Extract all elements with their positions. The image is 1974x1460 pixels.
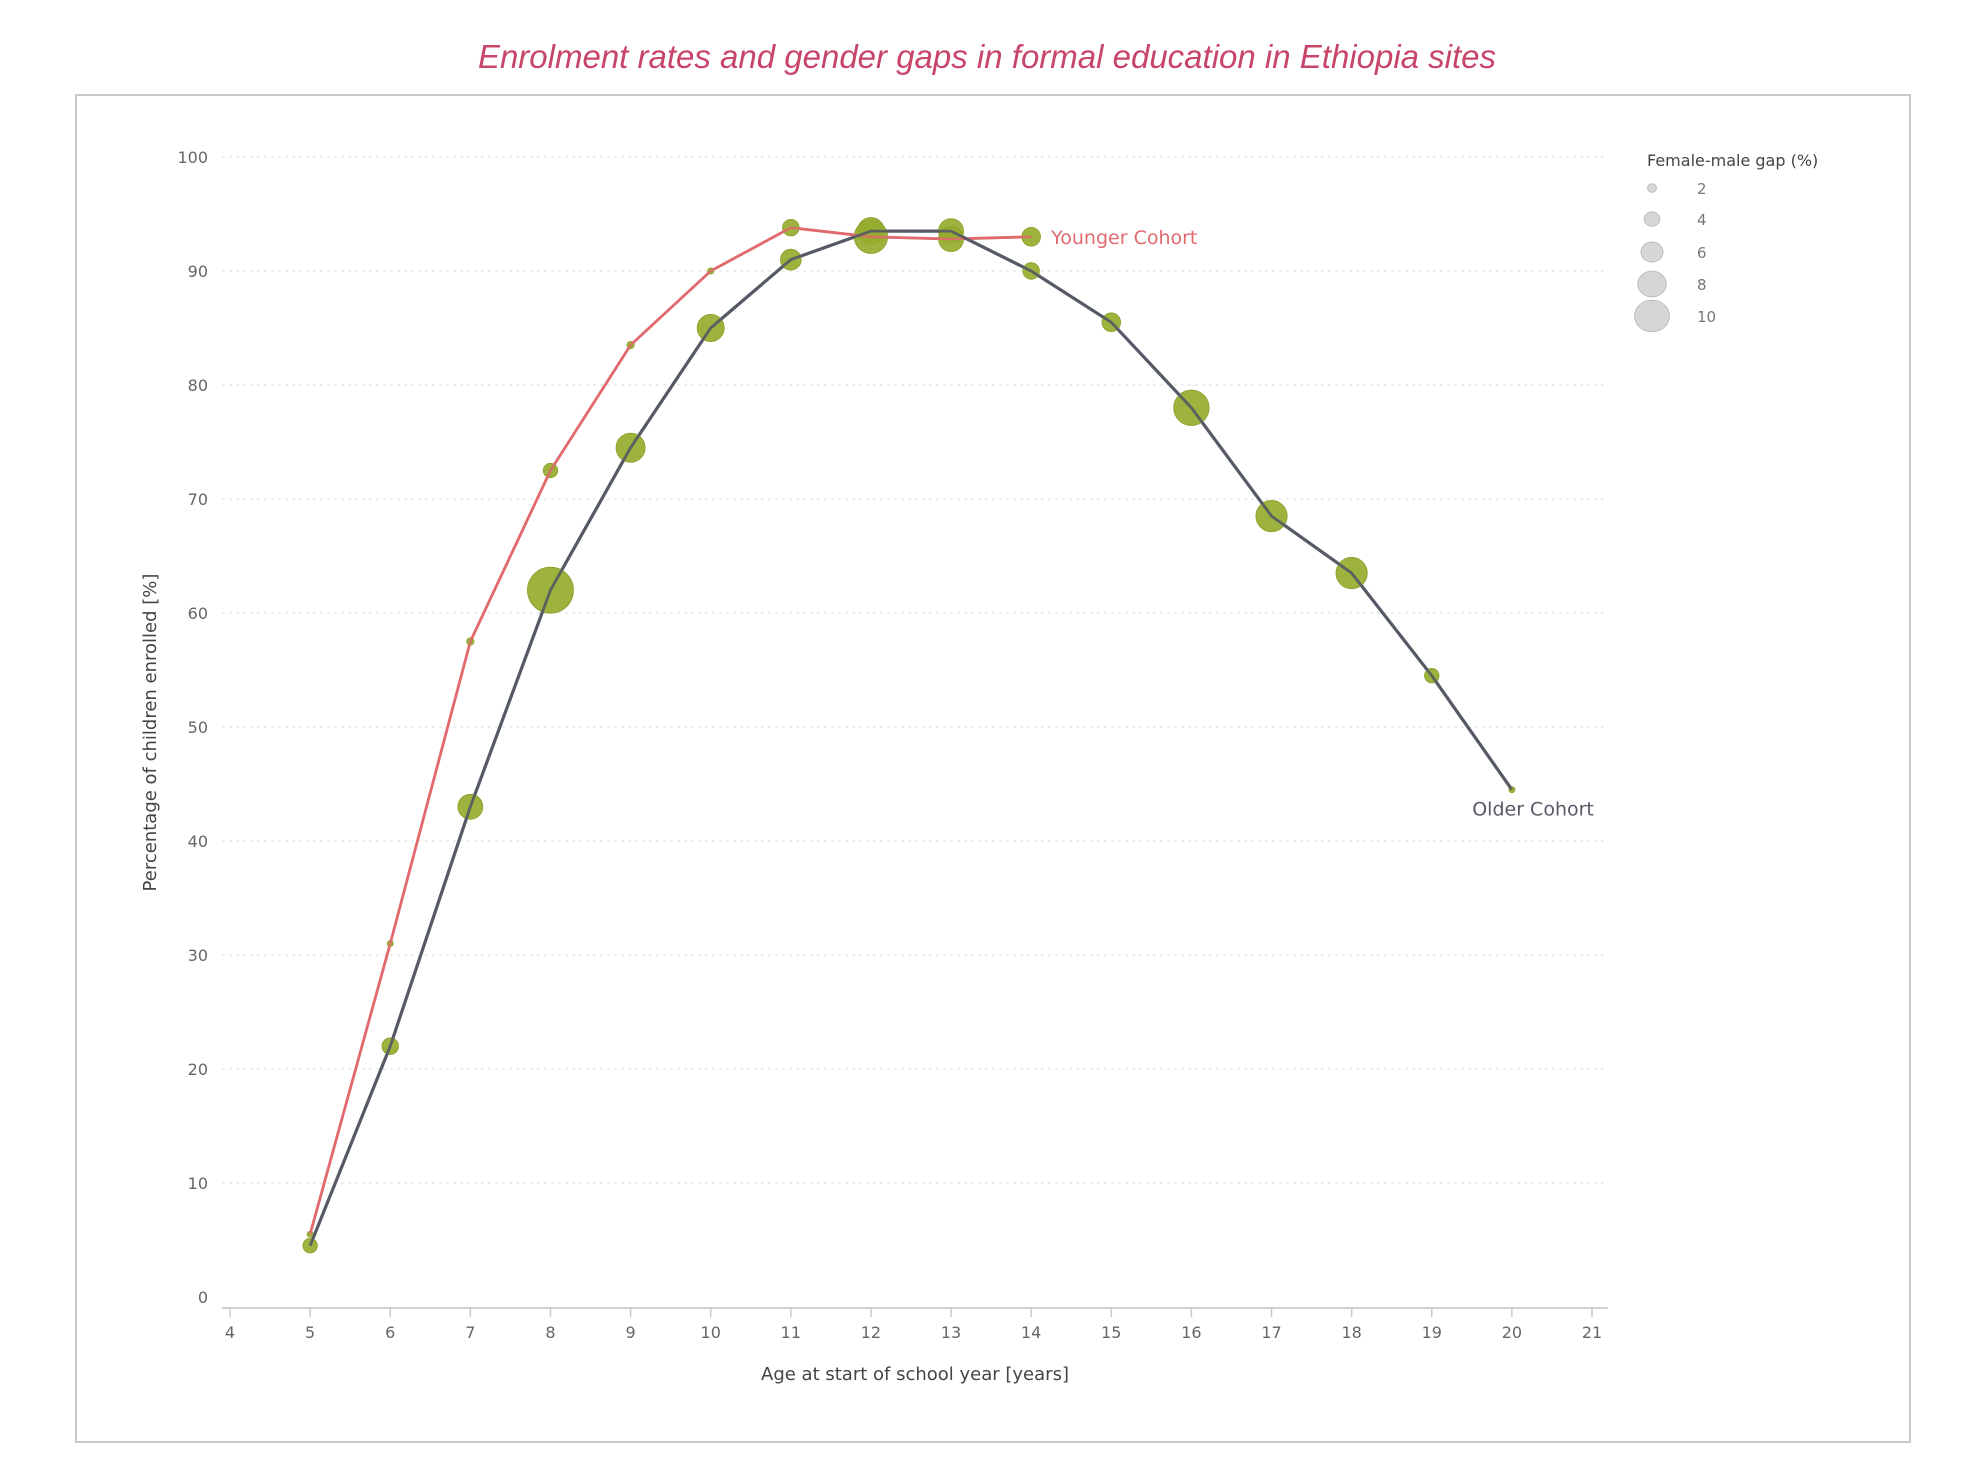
- legend-size-2: 2: [1697, 180, 1707, 198]
- tick-labels: 0 10 20 30 40 50 60 70 80 90 100 4 5 6 7 8 9 10 11 12 13 14 15…: [177, 148, 1602, 1342]
- y-tick-20: 20: [188, 1060, 208, 1079]
- grid-lines: [222, 156, 1608, 1184]
- series-line-younger: [308, 226, 1032, 1235]
- axes: [222, 1307, 1608, 1317]
- legend-bubble-2: [1647, 183, 1657, 193]
- legend-bubble-6: [1640, 241, 1664, 263]
- x-tick-6: 6: [385, 1323, 395, 1342]
- x-tick-19: 19: [1422, 1323, 1442, 1342]
- legend-size-10: 10: [1697, 308, 1716, 326]
- x-tick-11: 11: [781, 1323, 801, 1342]
- series-label-younger: Younger Cohort: [1050, 227, 1197, 249]
- x-tick-8: 8: [545, 1323, 555, 1342]
- series-line-overlay-older: [308, 229, 1514, 1247]
- chart-frame: [75, 94, 1911, 1443]
- chart-title: Enrolment rates and gender gaps in forma…: [477, 38, 1497, 75]
- x-tick-18: 18: [1341, 1323, 1361, 1342]
- legend-size-6: 6: [1697, 244, 1707, 262]
- y-tick-10: 10: [188, 1174, 208, 1193]
- y-tick-90: 90: [188, 262, 208, 281]
- x-tick-12: 12: [861, 1323, 881, 1342]
- y-tick-30: 30: [188, 946, 208, 965]
- legend-size-8: 8: [1697, 276, 1707, 294]
- legend-bubble-8: [1637, 270, 1667, 298]
- x-tick-10: 10: [701, 1323, 721, 1342]
- gap-bubbles: [302, 217, 1516, 1254]
- x-tick-17: 17: [1261, 1323, 1281, 1342]
- x-tick-13: 13: [941, 1323, 961, 1342]
- legend-title: Female-male gap (%): [1647, 151, 1818, 170]
- series-label-older: Older Cohort: [1472, 799, 1594, 821]
- legend: Female-male gap (%) 2 4 6 8 10: [1634, 151, 1818, 333]
- x-tick-16: 16: [1181, 1323, 1201, 1342]
- legend-size-4: 4: [1697, 211, 1707, 229]
- y-tick-50: 50: [188, 718, 208, 737]
- x-axis-label: Age at start of school year [years]: [761, 1364, 1069, 1385]
- series-lines: [308, 226, 1514, 1247]
- y-tick-70: 70: [188, 490, 208, 509]
- y-tick-60: 60: [188, 604, 208, 623]
- x-tick-20: 20: [1502, 1323, 1522, 1342]
- y-tick-0: 0: [198, 1288, 208, 1307]
- y-tick-40: 40: [188, 832, 208, 851]
- x-tick-15: 15: [1101, 1323, 1121, 1342]
- y-axis-label: Percentage of children enrolled [%]: [140, 574, 161, 892]
- series-line-overlay-younger: [308, 226, 1032, 1235]
- series-labels: Younger Cohort Older Cohort: [1050, 227, 1594, 821]
- y-tick-100: 100: [177, 148, 208, 167]
- x-tick-4: 4: [225, 1323, 235, 1342]
- x-tick-14: 14: [1021, 1323, 1041, 1342]
- legend-bubble-4: [1643, 211, 1661, 227]
- legend-bubble-10: [1634, 299, 1670, 333]
- x-tick-7: 7: [465, 1323, 475, 1342]
- x-tick-5: 5: [305, 1323, 315, 1342]
- x-tick-21: 21: [1582, 1323, 1602, 1342]
- y-tick-80: 80: [188, 376, 208, 395]
- series-line-older: [308, 229, 1514, 1247]
- x-tick-9: 9: [625, 1323, 635, 1342]
